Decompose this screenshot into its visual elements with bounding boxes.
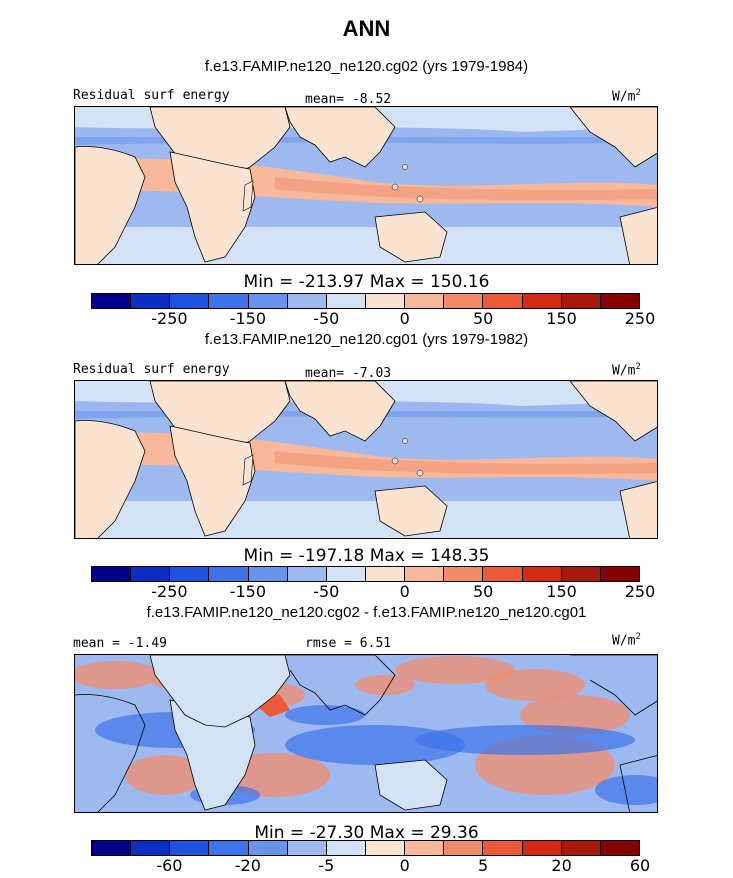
colorbar-swatch xyxy=(131,294,171,308)
colorbar-swatch xyxy=(600,841,639,855)
tick-label: 150 xyxy=(546,309,577,328)
tick-label: 5 xyxy=(478,856,489,875)
colorbar-swatch xyxy=(209,294,249,308)
panel-1-left-label: Residual surf energy xyxy=(73,88,230,103)
panel-1-units: W/m2 xyxy=(612,88,641,105)
tick-label: -50 xyxy=(313,582,340,601)
panel-3-rmse-label: rmse = 6.51 xyxy=(305,636,392,651)
tick-label: 150 xyxy=(546,582,577,601)
panel-2-colorbar xyxy=(91,566,640,582)
colorbar-swatch xyxy=(248,567,288,581)
colorbar-swatch xyxy=(405,567,445,581)
tick-label: 250 xyxy=(624,582,656,601)
tick-label: 60 xyxy=(629,856,651,875)
colorbar-swatch xyxy=(287,294,327,308)
colorbar-swatch xyxy=(444,294,484,308)
tick-label: -250 xyxy=(151,582,188,601)
panel-3-units: W/m2 xyxy=(612,632,641,649)
panel-2-left-label: Residual surf energy xyxy=(73,362,230,377)
colorbar-swatch xyxy=(483,841,523,855)
colorbar-swatch xyxy=(365,841,406,855)
colorbar-swatch xyxy=(131,841,171,855)
colorbar-swatch xyxy=(365,567,406,581)
tick-label: 0 xyxy=(399,309,410,328)
panel-3-min-max: Min = -27.30 Max = 29.36 xyxy=(254,823,479,843)
tick-label: 250 xyxy=(624,309,656,328)
colorbar-swatch xyxy=(522,567,562,581)
colorbar-swatch xyxy=(600,294,639,308)
tick-label: -60 xyxy=(156,856,183,875)
colorbar-swatch xyxy=(92,841,132,855)
tick-label: -5 xyxy=(318,856,335,875)
colorbar-swatch xyxy=(561,567,601,581)
colorbar-swatch xyxy=(522,294,562,308)
panel-2-min-max: Min = -197.18 Max = 148.35 xyxy=(243,546,490,566)
tick-label: -20 xyxy=(234,856,261,875)
colorbar-swatch xyxy=(600,567,639,581)
colorbar-swatch xyxy=(405,294,445,308)
colorbar-swatch xyxy=(287,567,327,581)
tick-label: -250 xyxy=(151,309,188,328)
colorbar-swatch xyxy=(92,294,132,308)
panel-3-title: f.e13.FAMIP.ne120_ne120.cg02 - f.e13.FAM… xyxy=(146,604,587,621)
colorbar-swatch xyxy=(561,294,601,308)
colorbar-swatch xyxy=(209,567,249,581)
colorbar-swatch xyxy=(287,841,327,855)
colorbar-swatch xyxy=(365,294,406,308)
colorbar-swatch xyxy=(405,841,445,855)
colorbar-swatch xyxy=(326,567,366,581)
panel-1-title: f.e13.FAMIP.ne120_ne120.cg02 (yrs 1979-1… xyxy=(204,58,529,75)
colorbar-swatch xyxy=(483,294,523,308)
colorbar-swatch xyxy=(326,294,366,308)
colorbar-swatch xyxy=(209,841,249,855)
colorbar-swatch xyxy=(248,841,288,855)
colorbar-swatch xyxy=(561,841,601,855)
colorbar-swatch xyxy=(326,841,366,855)
panel-3-map xyxy=(74,654,658,813)
panel-3-mean-label: mean = -1.49 xyxy=(73,636,167,651)
panel-1-colorbar xyxy=(91,293,640,309)
colorbar-swatch xyxy=(92,567,132,581)
panel-2-units: W/m2 xyxy=(612,362,641,379)
tick-label: 50 xyxy=(472,309,494,328)
panel-1-map xyxy=(74,106,658,265)
colorbar-swatch xyxy=(444,841,484,855)
panel-1-min-max: Min = -213.97 Max = 150.16 xyxy=(243,272,490,292)
colorbar-swatch xyxy=(483,567,523,581)
panel-2-map xyxy=(74,380,658,539)
tick-label: -150 xyxy=(229,309,266,328)
panel-2-title: f.e13.FAMIP.ne120_ne120.cg01 (yrs 1979-1… xyxy=(204,331,529,348)
tick-label: 0 xyxy=(399,856,410,875)
colorbar-swatch xyxy=(170,294,210,308)
colorbar-swatch xyxy=(170,567,210,581)
colorbar-swatch xyxy=(444,567,484,581)
colorbar-swatch xyxy=(170,841,210,855)
tick-label: -50 xyxy=(313,309,340,328)
tick-label: 0 xyxy=(399,582,410,601)
colorbar-swatch xyxy=(522,841,562,855)
tick-label: -150 xyxy=(229,582,266,601)
tick-label: 50 xyxy=(472,582,494,601)
panel-1-mean-label: mean= -8.52 xyxy=(305,92,392,107)
tick-label: 20 xyxy=(551,856,572,875)
panel-3-colorbar xyxy=(91,840,640,856)
main-title: ANN xyxy=(342,16,391,41)
colorbar-swatch xyxy=(131,567,171,581)
panel-2-mean-label: mean= -7.03 xyxy=(305,366,392,381)
colorbar-swatch xyxy=(248,294,288,308)
